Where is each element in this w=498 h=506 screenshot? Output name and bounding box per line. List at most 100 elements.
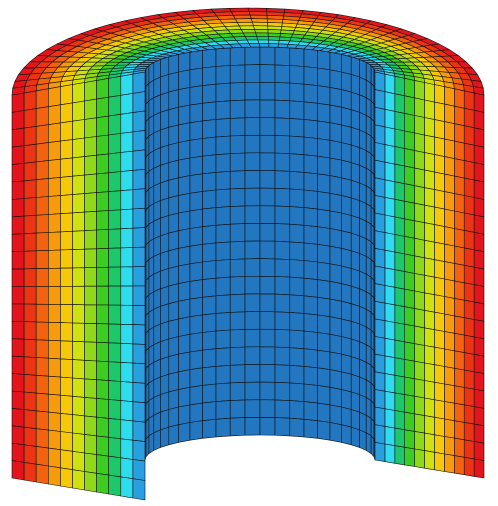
left-face-cell [23, 197, 37, 217]
right-face-cell [434, 311, 445, 332]
right-face-cell [374, 212, 386, 233]
left-face-cell [23, 426, 37, 447]
bore-cell [215, 276, 231, 297]
left-face-cell [35, 339, 49, 359]
left-face-cell [11, 460, 25, 481]
bore-cell [202, 313, 217, 333]
left-face-cell [96, 435, 109, 457]
bore-cell [202, 154, 217, 175]
bore-cell [153, 182, 161, 204]
bore-cell [229, 417, 246, 437]
bore-cell [359, 341, 367, 363]
bore-cell [153, 129, 161, 151]
bore-cell [365, 203, 372, 225]
left-face-cell [72, 100, 85, 122]
bore-cell [317, 191, 331, 212]
right-face-cell [463, 317, 475, 338]
bore-cell [244, 117, 261, 136]
bore-cell [329, 245, 342, 267]
left-face-cell [60, 120, 73, 142]
bore-cell [244, 46, 261, 66]
bore-cell [178, 245, 191, 267]
right-face-cell [444, 313, 455, 334]
bore-cell [274, 258, 291, 278]
bore-cell [148, 150, 155, 172]
bore-cell [202, 401, 217, 422]
right-face-cell [404, 165, 415, 186]
bore-cell [160, 127, 170, 148]
bore-cell [168, 371, 179, 393]
bore-cell [168, 300, 179, 322]
right-face-cell [394, 75, 406, 97]
right-face-cell [453, 455, 465, 476]
bore-cell [350, 409, 360, 431]
right-face-cell [424, 99, 435, 120]
bore-cell [215, 188, 231, 208]
left-face-cell [23, 391, 37, 412]
right-face-cell [434, 416, 445, 437]
bore-cell [340, 142, 352, 163]
bore-cell [153, 147, 161, 169]
bore-cell [329, 104, 342, 126]
left-face-cell [35, 214, 49, 234]
bore-cell [229, 276, 246, 296]
bore-cell [259, 205, 276, 224]
left-face-cell [120, 208, 134, 230]
bore-cell [229, 293, 246, 313]
left-face-cell [11, 338, 25, 358]
left-face-cell [84, 397, 97, 418]
bore-cell [244, 240, 261, 260]
right-face-cell [453, 245, 465, 266]
bore-cell [359, 217, 367, 240]
left-face-cell [23, 215, 37, 234]
right-face-cell [463, 177, 475, 198]
right-face-cell [414, 150, 425, 171]
bore-cell [274, 417, 291, 437]
bore-cell [274, 223, 291, 243]
bore-cell [178, 369, 191, 390]
bore-cell [317, 279, 331, 300]
left-face-cell [108, 342, 122, 363]
bore-cell [303, 101, 318, 122]
bore-cell [202, 260, 217, 280]
bore-cell [365, 379, 372, 401]
left-face-cell [72, 322, 85, 343]
bore-cell [317, 385, 331, 406]
right-face-cell [394, 339, 406, 360]
bore-cell [329, 193, 342, 214]
bore-cell [365, 256, 372, 278]
left-face-cell [120, 304, 134, 325]
right-face-cell [414, 202, 425, 223]
bore-cell [153, 253, 161, 275]
bore-cell [259, 187, 276, 207]
bore-cell [340, 230, 352, 252]
rim-cell [257, 39, 270, 44]
right-face-cell [414, 290, 425, 311]
bore-cell [178, 122, 191, 143]
bore-cell [244, 187, 261, 207]
bore-cell [153, 358, 161, 381]
bore-cell [153, 59, 161, 81]
left-face-cell [47, 86, 61, 107]
left-face-cell [84, 80, 97, 102]
bore-cell [189, 367, 203, 388]
right-face-cell [374, 318, 386, 339]
bore-cell [148, 344, 155, 366]
right-face-cell [434, 189, 445, 210]
bore-cell [148, 379, 155, 401]
bore-cell [148, 361, 155, 384]
left-face-cell [47, 213, 61, 233]
bore-cell [189, 296, 203, 318]
bore-cell [365, 273, 372, 296]
rim-cell [268, 43, 279, 48]
bore-cell [350, 303, 360, 325]
bore-cell [317, 85, 331, 106]
left-face-cell [132, 207, 146, 229]
right-face-cell [463, 422, 475, 442]
right-face-cell [424, 240, 435, 261]
right-face-cell [424, 117, 435, 138]
bore-cell [365, 150, 372, 172]
left-face-cell [84, 173, 97, 194]
right-face-cell [404, 218, 415, 239]
